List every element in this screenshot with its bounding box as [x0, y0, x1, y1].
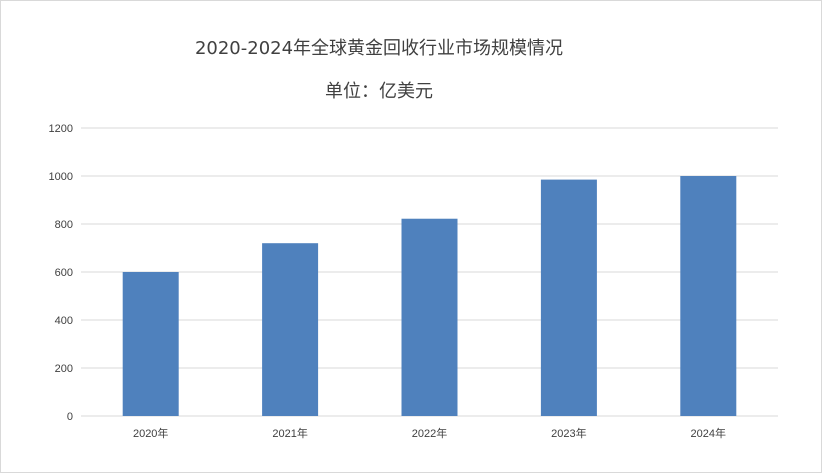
chart-title: 2020-2024年全球黄金回收行业市场规模情况: [195, 38, 563, 59]
bar-2023年: [540, 179, 597, 416]
chart-subtitle: 单位：亿美元: [325, 81, 433, 102]
y-tick-label: 1000: [49, 171, 73, 183]
x-tick-label: 2020年: [133, 426, 168, 440]
y-tick-label: 1200: [49, 123, 73, 135]
bar-2024年: [680, 176, 737, 416]
x-axis-ticks: 2020年 2021年 2022年 2023年 2024年: [133, 426, 726, 440]
x-tick-label: 2021年: [272, 426, 307, 440]
y-tick-label: 200: [55, 363, 73, 375]
bars: [122, 176, 737, 416]
y-axis-ticks: 0 200 400 600 800 1000 1200: [49, 123, 73, 423]
bar-2022年: [401, 218, 458, 416]
y-tick-label: 400: [55, 315, 73, 327]
y-tick-label: 600: [55, 267, 73, 279]
x-tick-label: 2024年: [691, 426, 726, 440]
x-tick-label: 2023年: [551, 426, 586, 440]
y-tick-label: 0: [67, 411, 73, 423]
bar-2021年: [262, 243, 319, 416]
y-tick-label: 800: [55, 219, 73, 231]
x-tick-label: 2022年: [412, 426, 447, 440]
bar-2020年: [122, 272, 179, 416]
